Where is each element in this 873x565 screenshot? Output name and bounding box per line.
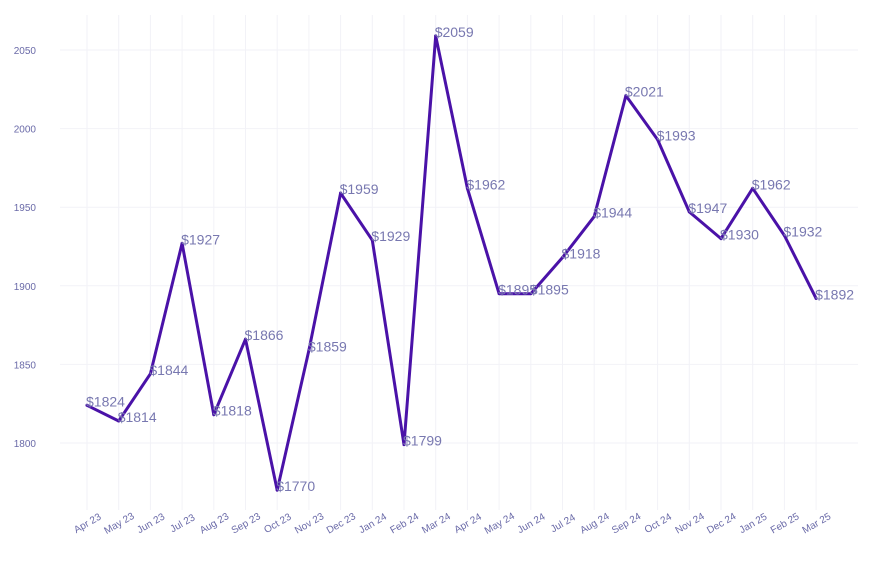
x-tick-label: Jan 25	[738, 511, 770, 536]
data-point	[402, 443, 406, 447]
y-tick-label: 2000	[14, 125, 37, 136]
data-label: $1818	[213, 403, 252, 419]
x-tick-label: Mar 24	[420, 511, 453, 536]
data-label: $1959	[340, 181, 379, 197]
data-point	[180, 241, 184, 245]
data-label: $1866	[245, 327, 284, 343]
y-tick-label: 1800	[14, 439, 37, 450]
x-tick-label: Jan 24	[357, 511, 389, 536]
data-label: $1962	[466, 176, 505, 192]
x-tick-label: Jun 24	[516, 511, 548, 536]
data-label: $1929	[371, 228, 410, 244]
data-point	[497, 292, 501, 296]
y-tick-label: 1950	[14, 203, 37, 214]
x-tick-label: Feb 24	[389, 511, 422, 536]
data-label: $1892	[815, 286, 854, 302]
data-label: $1824	[86, 393, 125, 409]
data-label: $2021	[625, 84, 664, 100]
series-line	[85, 34, 818, 492]
data-point	[782, 233, 786, 237]
x-tick-label: May 24	[483, 511, 517, 537]
x-tick-label: Sep 23	[230, 511, 263, 537]
data-label: $1947	[688, 200, 727, 216]
x-tick-label: Dec 23	[325, 511, 358, 537]
x-tick-label: Oct 24	[643, 511, 674, 535]
x-tick-label: Nov 23	[293, 511, 326, 537]
data-point	[275, 488, 279, 492]
data-point	[529, 292, 533, 296]
grid-lines	[60, 15, 858, 510]
data-point	[719, 237, 723, 241]
data-label: $1799	[403, 433, 442, 449]
data-label: $1814	[118, 409, 157, 425]
x-tick-label: Apr 24	[453, 511, 484, 535]
data-label: $1944	[593, 205, 632, 221]
data-point	[339, 191, 343, 195]
y-tick-label: 1900	[14, 282, 37, 293]
data-label: $1844	[149, 362, 188, 378]
data-point	[117, 419, 121, 423]
data-label: $1770	[276, 478, 315, 494]
data-label: $1930	[720, 227, 759, 243]
data-point	[561, 256, 564, 260]
data-label: $2059	[435, 24, 474, 40]
data-point	[370, 238, 374, 242]
x-tick-label: Sep 24	[610, 511, 643, 537]
data-label: $1895	[530, 282, 569, 298]
x-tick-label: Aug 23	[198, 511, 231, 537]
x-tick-label: May 23	[102, 511, 136, 537]
y-axis: 1800 1850 1900 1950 2000 2050	[14, 46, 37, 450]
data-point	[465, 186, 469, 190]
data-point	[687, 210, 691, 214]
data-labels: $1824$1814 $1844 $1927 $1818 $1866 $1770 $1859…	[85, 24, 854, 494]
x-tick-label: Aug 24	[578, 511, 611, 537]
data-point	[656, 138, 660, 142]
x-tick-label: Feb 25	[769, 511, 802, 536]
data-point	[751, 186, 755, 190]
x-tick-label: Jul 23	[169, 512, 198, 535]
x-tick-label: Apr 23	[72, 511, 103, 535]
data-point	[212, 413, 216, 417]
x-tick-label: Dec 24	[705, 511, 738, 537]
data-point	[244, 337, 247, 341]
y-tick-label: 1850	[14, 360, 37, 371]
data-point	[624, 94, 628, 98]
data-label: $1927	[181, 231, 220, 247]
data-point	[592, 215, 596, 219]
data-label: $1993	[657, 128, 696, 144]
x-tick-label: Jun 23	[135, 511, 167, 536]
data-point	[85, 403, 89, 407]
data-label: $1932	[783, 223, 822, 239]
data-point	[814, 296, 818, 300]
x-tick-label: Nov 24	[674, 511, 707, 537]
data-label: $1962	[752, 176, 791, 192]
x-tick-label: Oct 23	[262, 511, 293, 535]
y-tick-label: 2050	[14, 46, 37, 57]
x-tick-label: Jul 24	[549, 512, 578, 535]
x-tick-label: Mar 25	[801, 511, 834, 536]
data-point	[434, 34, 438, 38]
data-label: $1895	[498, 282, 537, 298]
data-point	[148, 372, 152, 376]
data-label: $1918	[562, 246, 601, 262]
data-label: $1859	[308, 338, 347, 354]
data-point	[307, 348, 311, 352]
